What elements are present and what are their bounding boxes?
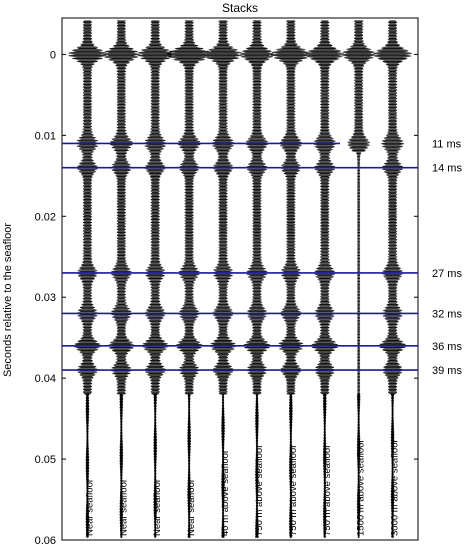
y-tick-label: 0.02 <box>35 211 56 223</box>
trace-label: 750 m above seafloor <box>322 445 333 536</box>
trace-label: Near seafloor <box>152 479 163 536</box>
y-axis-ticks: 0 0.01 0.02 0.03 0.04 0.05 0.06 <box>35 49 418 546</box>
trace-labels-group: Near seafloor Near seafloor Near seafloor N… <box>84 439 400 536</box>
chart-title: Stacks <box>222 1 258 15</box>
trace-label: Near seafloor <box>118 479 129 536</box>
trace-label: Near seafloor <box>84 479 95 536</box>
marker-label: 32 ms <box>432 308 462 320</box>
plot-frame <box>61 17 419 541</box>
plot-frame-group <box>61 17 419 541</box>
y-tick-label: 0.04 <box>35 373 56 385</box>
trace-label: 750 m above seafloor <box>254 445 265 536</box>
y-tick-label: 0.03 <box>35 292 56 304</box>
trace-label: Near seafloor <box>186 479 197 536</box>
trace-label: 750 m above seafloor <box>288 445 299 536</box>
marker-label: 39 ms <box>432 365 462 377</box>
traces-group <box>68 20 412 538</box>
marker-label: 36 ms <box>432 341 462 353</box>
marker-lines-group: 11 ms 14 ms 27 ms 32 ms 36 ms 39 ms <box>62 138 462 377</box>
y-tick-label: 0.05 <box>35 454 56 466</box>
trace-label: 40 m above seafloor <box>220 450 231 536</box>
y-axis-label: Seconds relative to the seafloor <box>2 223 14 377</box>
trace-label: 1500 m above seafloor <box>356 439 367 536</box>
y-tick-label: 0 <box>50 49 56 61</box>
marker-label: 14 ms <box>432 163 462 175</box>
y-tick-label: 0.01 <box>35 130 56 142</box>
y-tick-label: 0.06 <box>35 535 56 546</box>
trace-label: 3000 m above seafloor <box>390 439 401 536</box>
marker-label: 11 ms <box>432 138 462 150</box>
marker-label: 27 ms <box>432 268 462 280</box>
